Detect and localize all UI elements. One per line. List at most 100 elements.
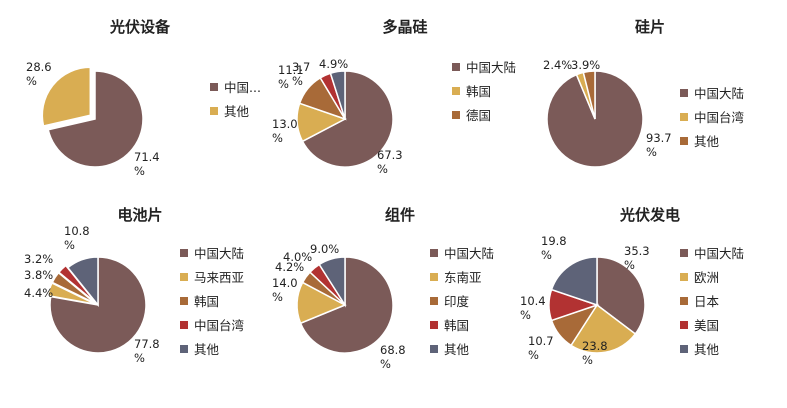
legend-item: 日本 — [680, 294, 744, 309]
legend-label: 东南亚 — [444, 270, 482, 285]
legend-swatch — [680, 113, 688, 121]
chart-title: 光伏设备 — [109, 18, 170, 36]
data-label: 68.8% — [380, 343, 406, 371]
legend-swatch — [180, 345, 188, 353]
data-label: 71.4% — [134, 150, 160, 178]
legend: 中国大陆欧洲日本美国其他 — [680, 246, 744, 366]
chart-title: 硅片 — [634, 18, 665, 36]
legend-item: 韩国 — [452, 84, 516, 99]
legend-label: 其他 — [694, 134, 720, 149]
data-label: 3.9% — [571, 58, 601, 72]
legend-label: 美国 — [694, 318, 720, 333]
data-label: 3.8% — [24, 268, 54, 282]
legend-swatch — [680, 249, 688, 257]
legend-label: 中国大陆 — [694, 86, 745, 101]
legend-swatch — [180, 273, 188, 281]
data-label: 10.7% — [528, 334, 554, 362]
legend-swatch — [430, 297, 438, 305]
chart-title: 组件 — [384, 206, 415, 224]
legend-label: 中国大陆 — [694, 246, 745, 261]
legend-label: 中国大陆 — [194, 246, 245, 261]
legend: 中国大陆东南亚印度韩国其他 — [430, 246, 494, 366]
data-label: 4.2% — [275, 260, 305, 274]
legend: 中国大陆马来西亚韩国中国台湾其他 — [180, 246, 244, 366]
pie-slice — [41, 66, 92, 127]
chart-title: 电池片 — [117, 206, 163, 224]
legend-item: 中国台湾 — [180, 318, 244, 333]
legend-item: 中国大陆 — [180, 246, 244, 261]
data-label: 19.8% — [541, 234, 567, 262]
legend-item: 美国 — [680, 318, 744, 333]
legend-item: 中国大陆 — [452, 60, 516, 75]
legend-item: 中国大陆 — [680, 86, 744, 101]
legend-swatch — [210, 83, 218, 91]
legend-label: 欧洲 — [694, 270, 720, 285]
legend-item: 印度 — [430, 294, 494, 309]
legend-swatch — [430, 345, 438, 353]
data-label: 3.7% — [292, 60, 311, 88]
legend-swatch — [430, 321, 438, 329]
data-label: 9.0% — [310, 242, 340, 256]
legend-label: 其他 — [194, 342, 220, 357]
data-label: 13.0% — [272, 117, 298, 145]
pie-slice — [318, 256, 346, 308]
legend-item: 中国... — [210, 80, 261, 95]
legend-item: 马来西亚 — [180, 270, 244, 285]
data-label: 10.4% — [520, 294, 546, 322]
legend-label: 马来西亚 — [194, 270, 245, 285]
legend-item: 德国 — [452, 108, 516, 123]
legend-item: 韩国 — [430, 318, 494, 333]
legend-swatch — [180, 297, 188, 305]
legend-swatch — [452, 63, 460, 71]
pie-slice — [47, 282, 96, 305]
pie-slice — [47, 70, 144, 168]
legend-swatch — [680, 89, 688, 97]
data-label: 3.2% — [24, 252, 54, 266]
data-label: 67.3% — [377, 148, 403, 176]
legend-label: 印度 — [444, 294, 470, 309]
pie-slice — [66, 256, 99, 308]
data-label: 14.0% — [272, 276, 298, 304]
legend-label: 其他 — [694, 342, 720, 357]
pie-slice — [57, 264, 97, 304]
legend-label: 中国台湾 — [694, 110, 745, 125]
legend-item: 其他 — [680, 134, 744, 149]
legend-swatch — [452, 111, 460, 119]
data-label: 4.9% — [319, 57, 349, 71]
legend-swatch — [680, 297, 688, 305]
legend-swatch — [680, 273, 688, 281]
legend-label: 中国... — [224, 80, 261, 95]
data-label: 23.8% — [582, 339, 608, 367]
pie-slice — [299, 256, 394, 354]
legend-item: 其他 — [430, 342, 494, 357]
legend-item: 其他 — [180, 342, 244, 357]
legend-label: 其他 — [224, 104, 250, 119]
legend-swatch — [430, 273, 438, 281]
pie-slice — [329, 70, 346, 120]
legend-item: 中国台湾 — [680, 110, 744, 125]
data-label: 11.1% — [278, 63, 304, 91]
legend-label: 德国 — [466, 108, 492, 123]
data-label: 28.6% — [26, 60, 52, 88]
legend-label: 中国大陆 — [444, 246, 495, 261]
legend-item: 中国大陆 — [430, 246, 494, 261]
pie-slice — [301, 70, 394, 168]
legend: 中国大陆中国台湾其他 — [680, 86, 744, 158]
chart-title: 多晶硅 — [382, 18, 428, 36]
legend-label: 韩国 — [444, 318, 470, 333]
legend-swatch — [180, 249, 188, 257]
legend-item: 其他 — [680, 342, 744, 357]
legend-item: 欧洲 — [680, 270, 744, 285]
data-label: 4.0% — [283, 250, 313, 264]
legend-swatch — [180, 321, 188, 329]
legend-item: 韩国 — [180, 294, 244, 309]
legend-swatch — [452, 87, 460, 95]
pie-slice — [550, 256, 598, 307]
pie-slice — [596, 256, 646, 335]
data-label: 35.3% — [624, 244, 650, 272]
